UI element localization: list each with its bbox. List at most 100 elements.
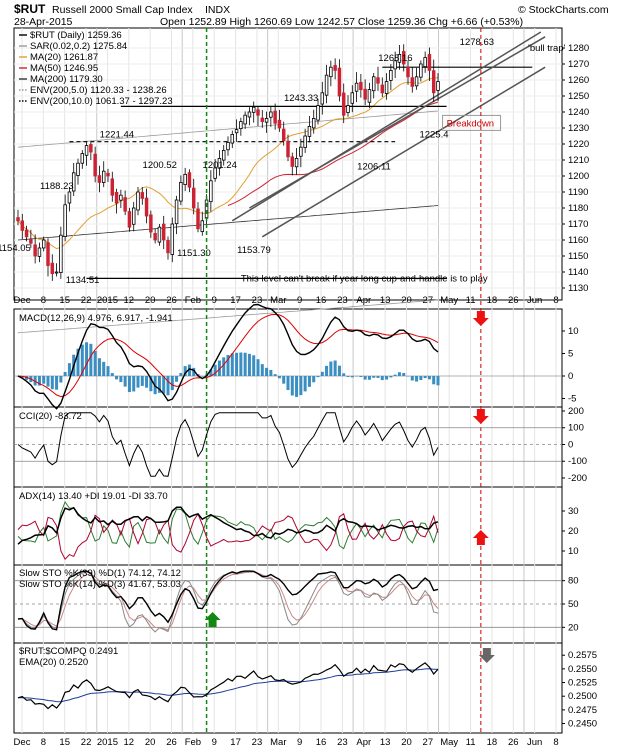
macd-histogram-bar <box>260 364 264 376</box>
x-tick-label-top-20: May <box>440 295 458 306</box>
price-label-7: 1153.79 <box>237 245 271 256</box>
candle-up <box>264 118 269 123</box>
adx-line <box>17 506 439 545</box>
candle-up <box>384 81 389 94</box>
macd-histogram-bar <box>273 374 277 376</box>
x-tick-label-top-9: 9 <box>212 295 217 306</box>
price-ytick-label-0: 1130 <box>568 283 588 294</box>
candle-up <box>239 121 243 130</box>
x-tick-label-top-22: 18 <box>487 295 498 306</box>
minus-di-line <box>17 512 439 561</box>
macd-histogram-bar <box>222 357 226 376</box>
x-tick-label-top-11: 23 <box>252 295 263 306</box>
macd-histogram-bar <box>187 364 191 376</box>
candle-down <box>153 233 157 241</box>
candle-down <box>286 140 290 158</box>
candle-up <box>170 223 175 255</box>
x-tick-label-top-12: Mar <box>270 295 286 306</box>
macd-histogram-bar <box>320 371 324 376</box>
candle-up <box>346 105 350 113</box>
header-symbol: $RUT <box>14 2 46 16</box>
header-copyright: © StockCharts.com <box>518 4 609 16</box>
candle-down <box>337 67 342 97</box>
x-tick-label-top-2: 15 <box>59 295 70 306</box>
macd-histogram-bar <box>239 352 243 376</box>
candle-up <box>119 194 123 201</box>
macd-histogram-bar <box>213 364 217 376</box>
macd-histogram-bar <box>145 376 149 388</box>
macd-histogram-bar <box>402 373 406 376</box>
candle-down <box>29 238 33 244</box>
stoch14-label: Slow STO %K(14) %D(3) 41.67, 53.03 <box>19 579 181 590</box>
macd-histogram-bar <box>175 376 179 382</box>
macd-ytick-label-1: 0 <box>568 371 573 382</box>
stoch14-d-line <box>17 571 439 631</box>
macd-histogram-bar <box>106 366 110 376</box>
stoch-ytick-label-2: 80 <box>568 576 579 587</box>
macd-histogram <box>16 342 440 397</box>
legend-label-3: MA(50) 1246.95 <box>30 63 98 74</box>
x-tick-label-top-7: 26 <box>166 295 177 306</box>
x-tick-label-top-10: 17 <box>230 295 241 306</box>
candle-down <box>110 178 115 196</box>
price-ytick-label-12: 1250 <box>568 91 589 102</box>
candle-up <box>204 199 209 219</box>
candle-down <box>341 92 346 116</box>
macd-histogram-bar <box>252 355 256 376</box>
candle-up <box>80 153 85 164</box>
adx-ytick-label-0: 10 <box>568 546 579 557</box>
macd-histogram-bar <box>97 358 101 376</box>
candle-up <box>221 149 226 161</box>
cci-label: CCI(20) -83.72 <box>19 411 82 422</box>
macd-histogram-bar <box>256 359 260 376</box>
x-tick-label-bottom-4: 2015 <box>97 737 118 748</box>
x-tick-label-bottom-12: Mar <box>270 737 286 748</box>
stoch39-k-line <box>17 570 439 631</box>
macd-histogram-bar <box>179 372 183 376</box>
x-tick-label-bottom-18: 20 <box>401 737 412 748</box>
ma50-line <box>227 101 439 206</box>
macd-histogram-bar <box>55 376 59 390</box>
macd-histogram-bar <box>286 376 290 391</box>
macd-histogram-bar <box>432 376 436 385</box>
macd-histogram-bar <box>397 372 401 376</box>
x-tick-label-top-4: 2015 <box>97 295 118 306</box>
x-tick-label-bottom-21: 11 <box>466 737 476 748</box>
breakdown-box <box>442 114 502 131</box>
macd-histogram-bar <box>102 361 106 376</box>
cci-ytick-label-4: 200 <box>568 406 584 417</box>
candle-down <box>431 70 436 94</box>
price-ytick-label-15: 1280 <box>568 43 589 54</box>
candle-up <box>183 173 187 186</box>
ratio-ytick-label-1: 0.2475 <box>568 705 597 716</box>
stoch-ytick-label-1: 50 <box>568 599 579 610</box>
macd-histogram-bar <box>149 376 153 392</box>
candle-down <box>290 156 295 167</box>
price-ytick-label-5: 1180 <box>568 203 588 214</box>
candle-down <box>140 192 145 199</box>
candle-down <box>127 211 132 228</box>
macd-histogram-bar <box>385 376 389 380</box>
cci-ytick-label-2: 0 <box>568 439 573 450</box>
candle-up <box>59 234 63 273</box>
macd-histogram-bar <box>110 373 114 376</box>
candle-up <box>371 76 376 92</box>
ratio-label: $RUT:$COMPQ 0.2491 <box>19 646 118 657</box>
x-tick-label-bottom-2: 15 <box>59 737 70 748</box>
candle-up <box>251 106 256 113</box>
candle-down <box>20 220 25 231</box>
candle-down <box>260 117 265 122</box>
x-tick-label-bottom-20: May <box>440 737 458 748</box>
macd-histogram-bar <box>427 376 431 380</box>
header-date: 28-Apr-2015 <box>14 16 73 28</box>
adx-ytick-label-1: 20 <box>568 526 579 537</box>
ratio-arrow-icon <box>478 648 495 663</box>
candle-down <box>191 187 196 209</box>
price-label-11: 1225.4 <box>419 130 448 141</box>
macd-histogram-bar <box>37 376 41 386</box>
candle-down <box>93 153 97 177</box>
candle-down <box>16 217 20 222</box>
candle-up <box>436 81 440 91</box>
ratio-ytick-label-4: 0.2550 <box>568 664 597 675</box>
